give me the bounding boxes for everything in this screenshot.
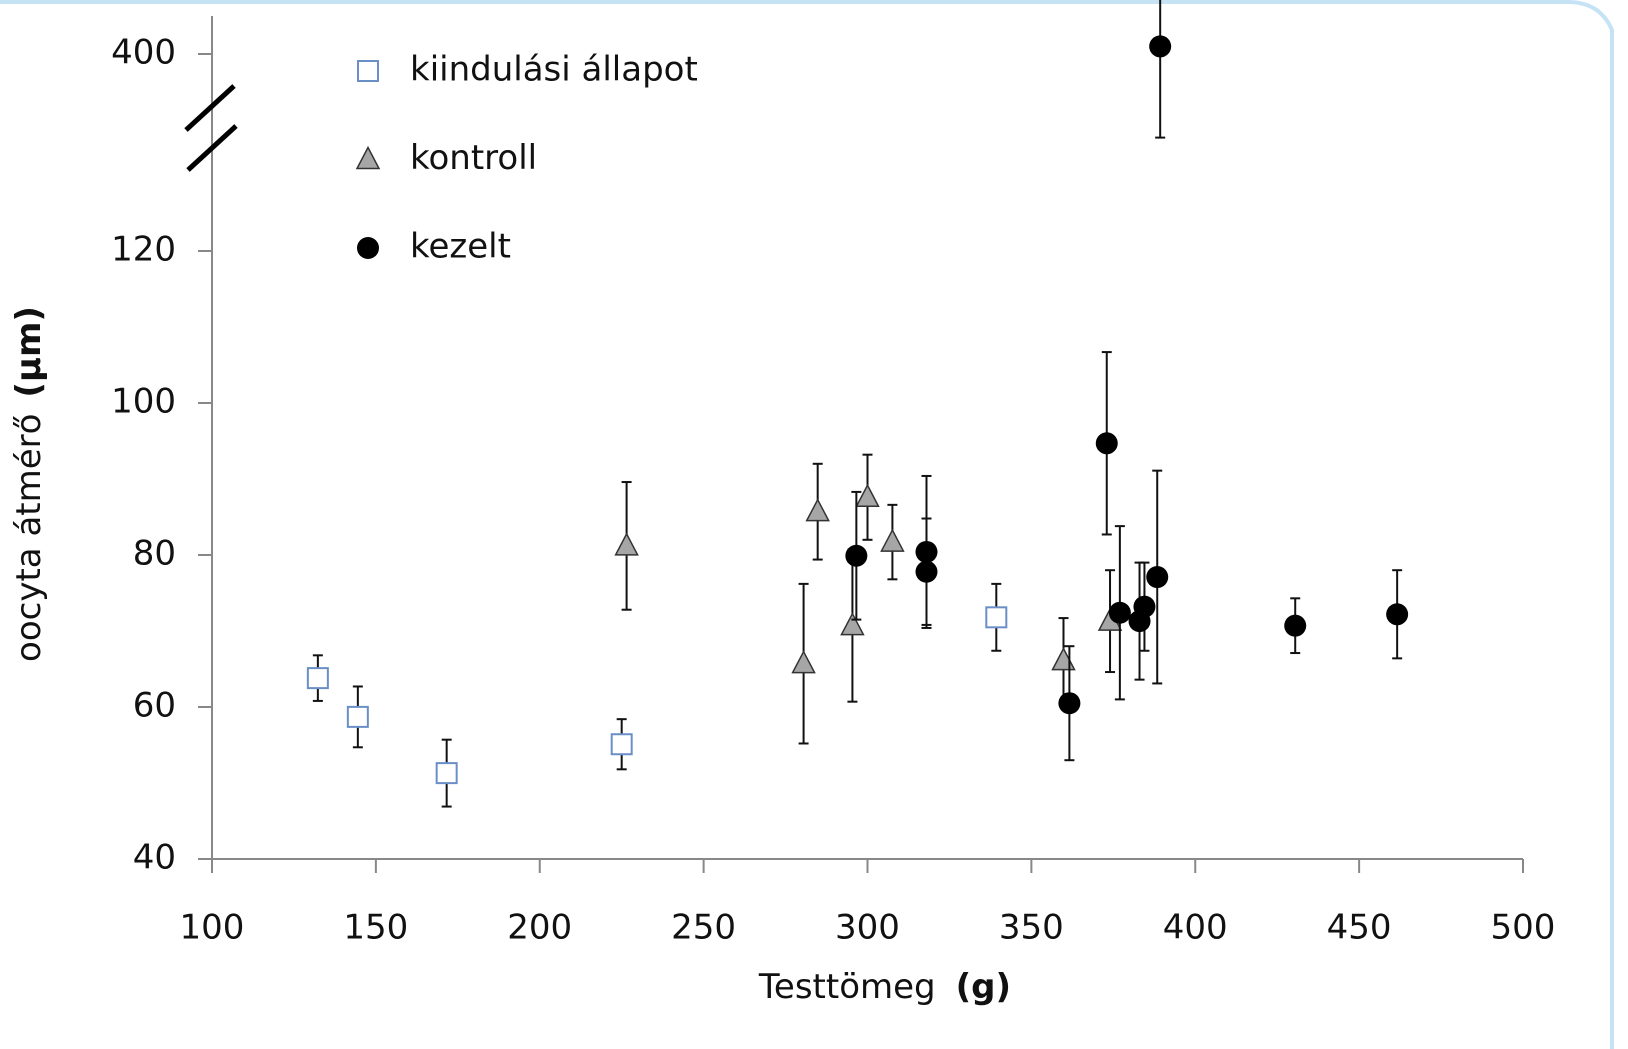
- marker-triangle: [791, 650, 816, 674]
- x-tick-label: 100: [180, 908, 245, 948]
- y-tick-label: 120: [111, 230, 176, 270]
- marker-circle: [1108, 601, 1131, 624]
- marker-triangle: [1051, 647, 1076, 671]
- marker-square: [346, 705, 369, 728]
- axis-break: [186, 124, 238, 172]
- marker-circle: [1284, 614, 1307, 637]
- marker-triangle: [840, 612, 865, 636]
- marker-circle: [1386, 603, 1409, 626]
- legend-marker: [357, 60, 379, 82]
- marker-circle: [1149, 35, 1172, 58]
- marker-circle: [915, 560, 938, 583]
- marker-square: [435, 762, 458, 785]
- axes: [198, 16, 1524, 873]
- marker-circle: [1146, 566, 1169, 589]
- y-axis-title-text: oocyta átmérő: [9, 414, 49, 662]
- marker-triangle: [614, 532, 639, 556]
- marker-circle: [1058, 692, 1081, 715]
- legend-label: kezelt: [410, 227, 511, 267]
- x-axis-title-text: Testtömeg: [758, 967, 936, 1007]
- y-axis-title: oocyta átmérő (µm): [9, 306, 49, 662]
- y-tick-label: 400: [111, 33, 176, 73]
- marker-square: [985, 606, 1008, 629]
- marker-triangle: [855, 483, 880, 507]
- x-axis-title: Testtömeg (g): [758, 967, 1011, 1007]
- legend-label: kontroll: [410, 138, 537, 178]
- y-axis-title-unit: (µm): [9, 306, 49, 398]
- y-tick-label: 100: [111, 382, 176, 422]
- marker-square: [306, 667, 329, 690]
- y-tick-label: 40: [133, 838, 176, 878]
- legend-marker: [357, 237, 379, 259]
- legend-label: kiindulási állapot: [410, 50, 698, 90]
- axis-break: [184, 84, 236, 132]
- x-tick-label: 400: [1163, 908, 1228, 948]
- error-bar: [1155, 0, 1166, 139]
- x-tick-label: 250: [671, 908, 736, 948]
- x-tick-label: 350: [999, 908, 1064, 948]
- legend-marker: [355, 145, 381, 170]
- marker-circle: [845, 544, 868, 567]
- x-axis-title-unit: (g): [956, 967, 1011, 1007]
- marker-triangle: [805, 498, 830, 522]
- y-tick-label: 60: [133, 686, 176, 726]
- marker-circle: [1133, 595, 1156, 618]
- x-tick-label: 500: [1491, 908, 1556, 948]
- marker-square: [610, 733, 633, 756]
- marker-triangle: [880, 528, 905, 552]
- marker-circle: [915, 540, 938, 563]
- x-tick-label: 200: [507, 908, 572, 948]
- y-tick-label: 80: [133, 534, 176, 574]
- marker-circle: [1095, 432, 1118, 455]
- x-tick-label: 450: [1327, 908, 1392, 948]
- x-tick-label: 300: [835, 908, 900, 948]
- x-tick-label: 150: [343, 908, 408, 948]
